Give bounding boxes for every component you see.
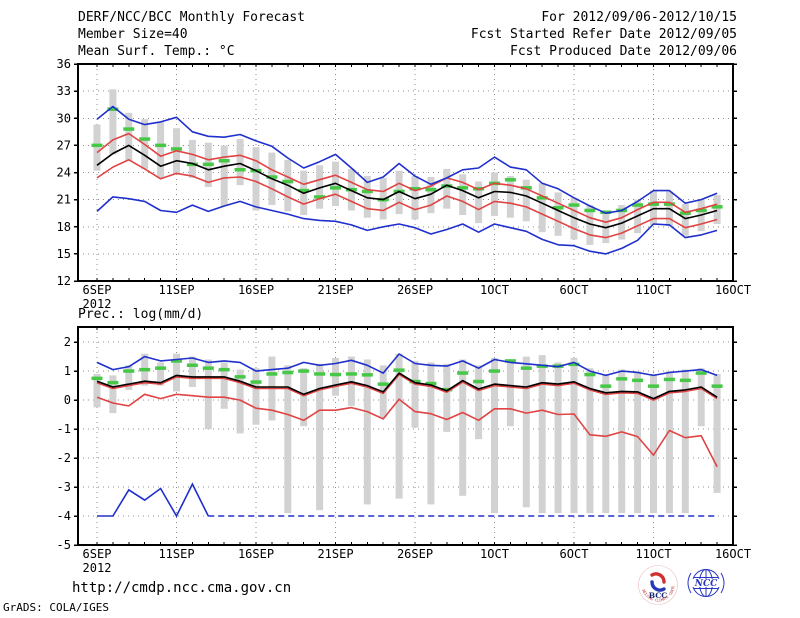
page-title: DERF/NCC/BCC Monthly Forecast	[78, 10, 305, 25]
member-size-label: Member Size=40	[78, 27, 188, 42]
bcc-swirl-blue	[650, 580, 666, 592]
svg-text:15: 15	[57, 247, 71, 261]
svg-text:18: 18	[57, 220, 71, 234]
bcc-logo: BEIJING CLIMATE CENTER BCC	[637, 564, 678, 605]
ncc-logo: NCC	[687, 569, 725, 597]
svg-text:33: 33	[57, 84, 71, 98]
svg-text:11SEP: 11SEP	[158, 283, 194, 297]
svg-text:16SEP: 16SEP	[238, 283, 274, 297]
svg-text:36: 36	[57, 57, 71, 71]
svg-text:0: 0	[64, 393, 71, 407]
svg-text:26SEP: 26SEP	[397, 547, 433, 561]
svg-text:24: 24	[57, 166, 71, 180]
source-url: http://cmdp.ncc.cma.gov.cn	[72, 580, 292, 596]
svg-text:-4: -4	[57, 509, 71, 523]
fcst-started-label: Fcst Started Refer Date 2012/09/05	[470, 27, 737, 42]
svg-text:-3: -3	[57, 480, 71, 494]
ncc-logo-label: NCC	[694, 579, 718, 589]
ncc-laurel-left	[687, 572, 692, 594]
svg-text:11OCT: 11OCT	[635, 547, 671, 561]
svg-text:11SEP: 11SEP	[158, 547, 194, 561]
forecast-period-label: For 2012/09/06-2012/10/15	[541, 10, 737, 25]
svg-text:16OCT: 16OCT	[715, 547, 751, 561]
svg-text:-2: -2	[57, 451, 71, 465]
svg-text:27: 27	[57, 138, 71, 152]
svg-text:16OCT: 16OCT	[715, 283, 751, 297]
svg-text:30: 30	[57, 111, 71, 125]
svg-text:2012: 2012	[83, 561, 112, 575]
svg-text:1: 1	[64, 364, 71, 378]
svg-text:11OCT: 11OCT	[635, 283, 671, 297]
svg-text:26SEP: 26SEP	[397, 283, 433, 297]
svg-text:21: 21	[57, 193, 71, 207]
svg-text:16SEP: 16SEP	[238, 547, 274, 561]
grads-credit: GrADS: COLA/IGES	[3, 601, 109, 614]
fcst-produced-label: Fcst Produced Date 2012/09/06	[510, 44, 737, 59]
bcc-ring	[638, 565, 678, 605]
bcc-logo-label: BCC	[649, 591, 667, 600]
svg-text:6OCT: 6OCT	[560, 547, 589, 561]
svg-text:12: 12	[57, 274, 71, 288]
svg-text:6SEP: 6SEP	[83, 547, 112, 561]
bcc-swirl-red	[650, 572, 666, 584]
svg-text:6OCT: 6OCT	[560, 283, 589, 297]
svg-text:1OCT: 1OCT	[480, 547, 509, 561]
svg-text:21SEP: 21SEP	[317, 283, 353, 297]
svg-text:2012: 2012	[83, 297, 112, 311]
ncc-laurel-right	[720, 572, 725, 594]
svg-text:-1: -1	[57, 422, 71, 436]
precip-panel-title: Prec.: log(mm/d)	[78, 307, 204, 322]
temp-panel-title: Mean Surf. Temp.: °C	[78, 44, 235, 59]
svg-text:21SEP: 21SEP	[317, 547, 353, 561]
svg-text:2: 2	[64, 335, 71, 349]
svg-text:1OCT: 1OCT	[480, 283, 509, 297]
svg-text:6SEP: 6SEP	[83, 283, 112, 297]
svg-text:-5: -5	[57, 538, 71, 552]
